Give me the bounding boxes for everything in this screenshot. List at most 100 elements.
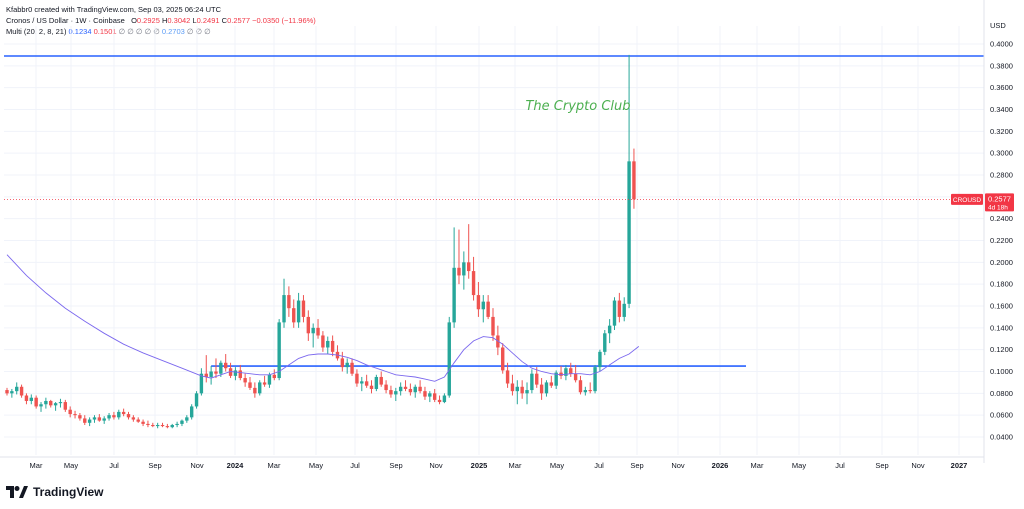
price-tick-label: 0.0800: [990, 389, 1013, 398]
candle-body: [29, 397, 33, 401]
candle-body: [272, 374, 276, 379]
candle-body: [262, 382, 267, 385]
candle-body: [530, 373, 534, 391]
time-tick-label: 2027: [951, 461, 968, 470]
indicator-value-1: 0.1234: [68, 27, 92, 36]
candle-body: [10, 391, 14, 394]
time-tick-label: May: [792, 461, 806, 470]
candle-body: [442, 395, 447, 403]
candle-body: [432, 393, 437, 400]
tradingview-footer[interactable]: TradingView: [6, 485, 103, 499]
time-tick-label: Mar: [30, 461, 43, 470]
candle-body: [97, 417, 102, 421]
time-tick-label: May: [309, 461, 323, 470]
candle-body: [53, 403, 58, 406]
time-tick-label: Sep: [630, 461, 643, 470]
candle-body: [107, 415, 111, 419]
candle-body: [185, 417, 189, 421]
indicator-value-2: 0.1501: [93, 27, 117, 36]
time-tick-label: 2026: [712, 461, 729, 470]
candle-body: [277, 322, 281, 379]
candle-body: [384, 384, 388, 391]
empty-value-icon: ∅: [204, 27, 211, 36]
price-tick-label: 0.1800: [990, 280, 1013, 289]
candle-body: [92, 417, 97, 420]
candle-body: [321, 335, 325, 348]
currency-label: USD: [990, 21, 1006, 30]
candle-body: [189, 406, 194, 418]
candle-body: [19, 386, 24, 396]
indicator-line: [6, 254, 640, 382]
symbol-tag-text: CROUSD: [953, 197, 981, 204]
candle-body: [141, 421, 145, 424]
candle-body: [491, 316, 495, 336]
price-tick-label: 0.1600: [990, 302, 1013, 311]
empty-value-icon: ∅: [118, 27, 126, 36]
candle-body: [525, 390, 529, 394]
time-axis[interactable]: Mar May Jul Sep Nov 2024 Mar May Jul Sep Nov 2025 Ma…: [0, 456, 984, 470]
candle-body: [374, 376, 379, 389]
candle-body: [24, 395, 29, 401]
candle-body: [160, 424, 165, 427]
price-tag-value: 0.2577: [988, 194, 1011, 203]
tradingview-logo-icon: [6, 486, 28, 498]
candle-body: [58, 402, 63, 404]
candle-body: [403, 386, 408, 389]
price-axis[interactable]: USD 0.4000 0.3800 0.3600 0.3400 0.3200 0.3000 0…: [983, 0, 1013, 463]
candle-body: [63, 402, 68, 410]
candle-body: [345, 362, 349, 368]
candle-body: [248, 382, 252, 388]
candle-body: [267, 374, 272, 385]
candle-body: [287, 295, 291, 309]
candle-body: [520, 386, 524, 394]
candle-body: [360, 381, 364, 384]
candle-body: [607, 325, 612, 334]
candle-body: [501, 347, 505, 371]
candle-body: [224, 362, 228, 369]
price-tick-label: 0.3200: [990, 127, 1013, 136]
candle-body: [617, 300, 622, 317]
chart-grid: [4, 26, 984, 455]
price-tick-label: 0.2800: [990, 171, 1013, 180]
time-tick-label: Jul: [835, 461, 845, 470]
candle-body: [355, 373, 359, 384]
candle-body: [632, 161, 636, 200]
time-tick-label: Mar: [268, 461, 281, 470]
ohlc-change: −0.0350 (−11.96%): [252, 16, 316, 25]
candle-body: [194, 393, 199, 407]
tradingview-brand: TradingView: [33, 485, 104, 499]
candle-body: [578, 380, 583, 393]
candle-body: [612, 300, 617, 326]
time-tick-label: Nov: [429, 461, 443, 470]
candle-body: [379, 376, 383, 385]
symbol-legend[interactable]: Cronos / US Dollar · 1W · Coinbase O0.29…: [6, 15, 316, 26]
horizontal-lines: [4, 55, 984, 367]
candle-body: [228, 368, 233, 376]
candle-body: [238, 370, 242, 379]
time-tick-label: Nov: [671, 461, 685, 470]
candle-body: [539, 384, 544, 394]
candle-body: [282, 295, 286, 323]
candle-body: [330, 340, 335, 352]
time-tick-label: Jul: [109, 461, 119, 470]
candle-body: [573, 373, 578, 381]
candles-layer: [5, 54, 636, 429]
candle-body: [515, 386, 519, 392]
symbol-name[interactable]: Cronos / US Dollar · 1W · Coinbase: [6, 16, 125, 25]
candle-body: [136, 419, 140, 422]
time-tick-label: 2024: [227, 461, 245, 470]
candle-body: [15, 386, 19, 392]
price-tag-bg: [985, 193, 1014, 212]
empty-value-icon: ∅: [144, 27, 152, 36]
candle-body: [467, 262, 471, 272]
price-tick-label: 0.1200: [990, 345, 1013, 354]
candle-body: [126, 414, 131, 418]
candle-body: [369, 385, 374, 389]
candle-body: [364, 381, 369, 386]
candle-body: [418, 386, 422, 392]
price-tick-label: 0.2400: [990, 214, 1013, 223]
candle-body: [389, 390, 393, 395]
time-tick-label: Sep: [148, 461, 161, 470]
